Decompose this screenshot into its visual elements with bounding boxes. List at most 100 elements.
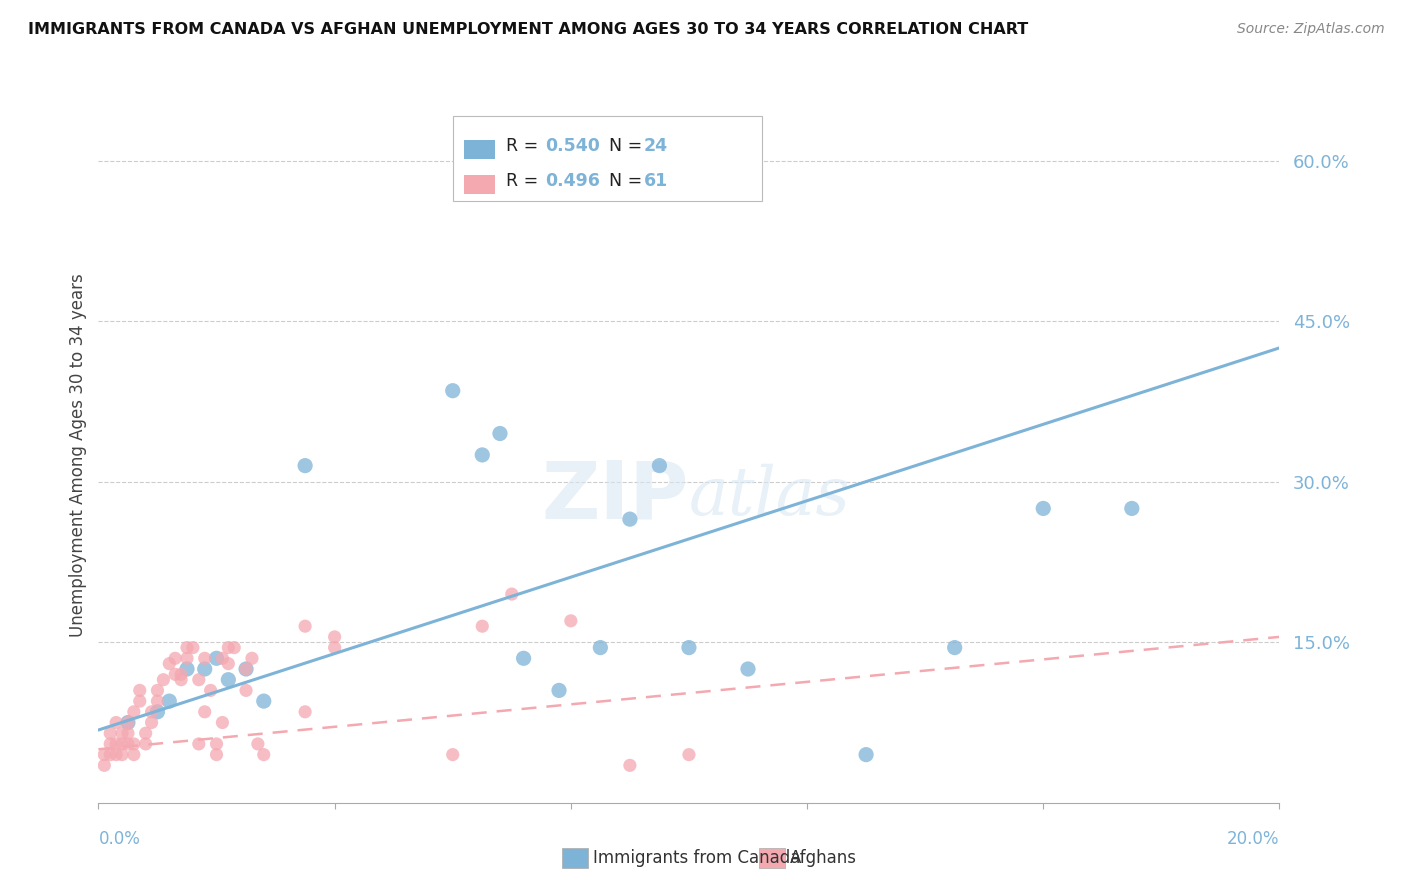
Point: [111, 747, 134, 762]
Point: [146, 694, 169, 708]
Text: 20.0%: 20.0%: [1227, 830, 1279, 847]
Point: [619, 512, 641, 526]
Point: [152, 673, 174, 687]
Point: [181, 640, 204, 655]
Point: [105, 737, 128, 751]
Point: [117, 715, 139, 730]
Point: [648, 458, 671, 473]
Point: [224, 640, 246, 655]
Point: [146, 705, 169, 719]
Point: [619, 758, 641, 772]
Point: [211, 651, 233, 665]
Point: [98, 747, 121, 762]
Point: [187, 673, 209, 687]
Point: [141, 705, 163, 719]
Point: [93, 758, 115, 772]
Point: [117, 715, 139, 730]
Point: [217, 673, 239, 687]
Point: [98, 737, 121, 751]
Point: [253, 747, 276, 762]
Point: [157, 694, 180, 708]
Point: [471, 448, 494, 462]
Text: 0.0%: 0.0%: [98, 830, 141, 847]
Text: ZIP: ZIP: [541, 458, 689, 536]
Point: [1032, 501, 1054, 516]
Text: Immigrants from Canada: Immigrants from Canada: [593, 849, 800, 867]
Point: [737, 662, 759, 676]
Point: [176, 651, 198, 665]
Point: [135, 726, 157, 740]
Text: R =: R =: [506, 136, 544, 154]
Point: [111, 737, 134, 751]
Point: [512, 651, 534, 665]
Text: 24: 24: [644, 136, 668, 154]
Point: [122, 747, 145, 762]
Point: [323, 640, 346, 655]
Point: [170, 667, 193, 681]
Text: atlas: atlas: [689, 464, 851, 529]
Point: [105, 747, 128, 762]
Point: [157, 657, 180, 671]
Point: [135, 737, 157, 751]
Point: [246, 737, 269, 751]
Point: [122, 705, 145, 719]
Point: [501, 587, 523, 601]
Point: [943, 640, 966, 655]
Point: [117, 726, 139, 740]
Point: [194, 651, 217, 665]
Text: N =: N =: [598, 172, 647, 190]
Text: 61: 61: [644, 172, 668, 190]
Point: [146, 683, 169, 698]
Point: [200, 683, 222, 698]
Point: [128, 694, 150, 708]
Point: [217, 657, 239, 671]
Point: [441, 747, 464, 762]
Point: [111, 726, 134, 740]
Text: 0.496: 0.496: [546, 172, 600, 190]
Point: [855, 747, 877, 762]
Point: [176, 662, 198, 676]
Point: [294, 619, 316, 633]
Point: [235, 662, 257, 676]
Point: [217, 640, 239, 655]
Text: N =: N =: [598, 136, 647, 154]
Point: [105, 715, 128, 730]
Point: [122, 737, 145, 751]
Y-axis label: Unemployment Among Ages 30 to 34 years: Unemployment Among Ages 30 to 34 years: [69, 273, 87, 637]
Point: [187, 737, 209, 751]
Point: [548, 683, 571, 698]
Text: IMMIGRANTS FROM CANADA VS AFGHAN UNEMPLOYMENT AMONG AGES 30 TO 34 YEARS CORRELAT: IMMIGRANTS FROM CANADA VS AFGHAN UNEMPLO…: [28, 22, 1028, 37]
Point: [323, 630, 346, 644]
Point: [240, 651, 263, 665]
Point: [141, 715, 163, 730]
Point: [93, 747, 115, 762]
Point: [194, 662, 217, 676]
Point: [235, 662, 257, 676]
Point: [235, 683, 257, 698]
Point: [589, 640, 612, 655]
Point: [194, 705, 217, 719]
Point: [205, 651, 228, 665]
Point: [560, 614, 582, 628]
Text: R =: R =: [506, 172, 544, 190]
Point: [253, 694, 276, 708]
Point: [678, 640, 700, 655]
Point: [489, 426, 512, 441]
Point: [98, 726, 121, 740]
Point: [117, 737, 139, 751]
Point: [678, 747, 700, 762]
Point: [165, 651, 187, 665]
Text: 0.540: 0.540: [546, 136, 600, 154]
Point: [165, 667, 187, 681]
Text: Source: ZipAtlas.com: Source: ZipAtlas.com: [1237, 22, 1385, 37]
Point: [294, 705, 316, 719]
Point: [205, 747, 228, 762]
Point: [170, 673, 193, 687]
Point: [205, 737, 228, 751]
Point: [128, 683, 150, 698]
Point: [1121, 501, 1143, 516]
Point: [176, 640, 198, 655]
Point: [471, 619, 494, 633]
Point: [294, 458, 316, 473]
Text: Afghans: Afghans: [790, 849, 858, 867]
